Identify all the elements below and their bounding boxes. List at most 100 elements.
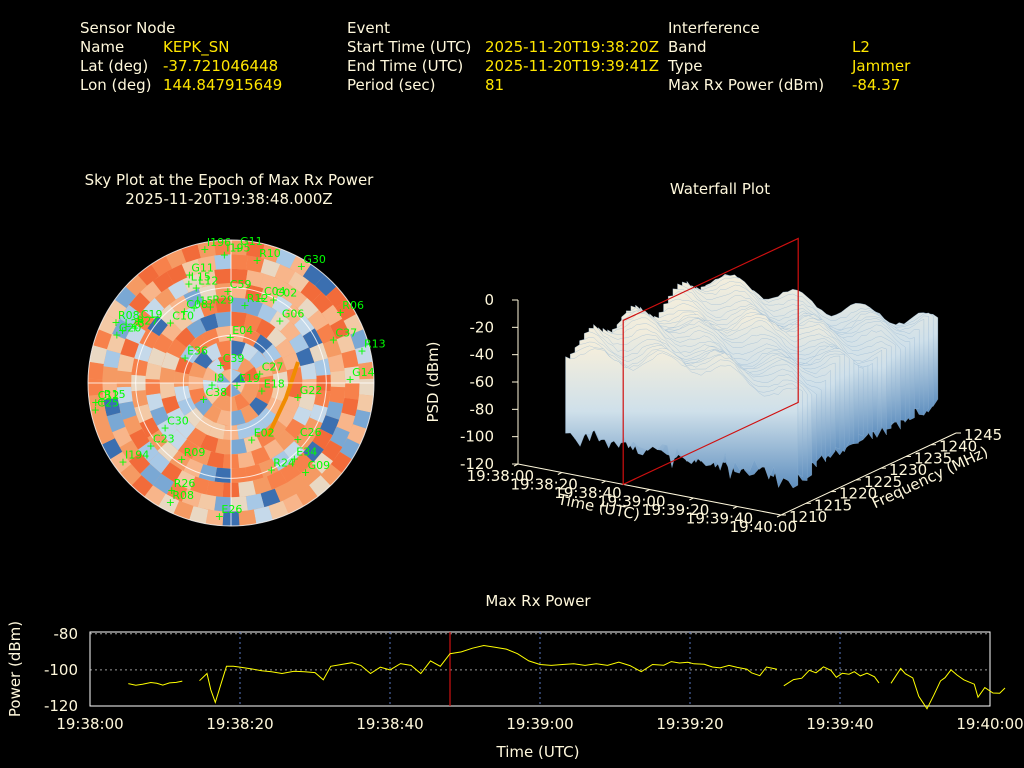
skyplot-sat-label: G30 — [303, 253, 326, 266]
skyplot-sat-label: C23 — [153, 433, 175, 446]
skyplot-cell — [302, 264, 325, 286]
skyplot-cell — [314, 390, 331, 408]
skyplot-cell — [197, 241, 216, 258]
skyplot-cell — [145, 362, 162, 380]
skyplot-cell — [335, 299, 357, 321]
skyplot-cell — [253, 506, 273, 524]
skyplot-sat-label: E04 — [232, 324, 253, 337]
waterfall-z-tick-label: -80 — [470, 400, 495, 418]
skyplot-cell — [120, 464, 142, 486]
skyplot-sat-label: C08 — [186, 298, 208, 311]
skyplot-sat-marker: + — [184, 278, 193, 291]
waterfall-time-tick-label: 19:39:00 — [598, 493, 665, 511]
skyplot-sat-label: C19 — [141, 308, 163, 321]
waterfall-z-tick-label: 0 — [484, 291, 494, 309]
skyplot-cell — [245, 464, 264, 482]
skyplot-cell — [296, 485, 318, 507]
skyplot-cell — [203, 404, 222, 424]
maxrx-x-label: Time (UTC) — [496, 743, 580, 761]
skyplot-sat-label: I15 — [196, 294, 213, 307]
skyplot-sat-marker: + — [345, 373, 354, 386]
skyplot-cell — [309, 342, 328, 362]
skyplot-cell — [182, 273, 203, 293]
skyplot-cell — [193, 397, 213, 416]
skyplot-sat-label: C37 — [335, 327, 357, 340]
skyplot-sat-marker: + — [301, 466, 310, 479]
skyplot-cell — [166, 407, 187, 428]
skyplot-cell — [261, 244, 281, 263]
skyplot-cell — [300, 463, 322, 486]
skyplot-cell — [171, 310, 193, 332]
skyplot-cell — [149, 406, 170, 426]
skyplot-cell — [147, 315, 168, 337]
skyplot-sat-marker: + — [166, 316, 175, 329]
skyplot-cell — [105, 299, 127, 321]
waterfall-frequency-tick-label: 1235 — [914, 449, 952, 467]
skyplot-cell — [300, 362, 317, 380]
skyplot-sat-label: E26 — [221, 503, 242, 516]
skyplot-sat-label: C59 — [230, 278, 252, 291]
skyplot-cell — [214, 240, 231, 256]
waterfall-time-tick-label: 19:40:00 — [730, 518, 797, 536]
skyplot-cell — [156, 418, 177, 440]
skyplot-cell — [240, 404, 259, 424]
skyplot-cell — [106, 412, 126, 433]
skyplot-cell — [294, 429, 315, 451]
skyplot-cell — [344, 366, 360, 383]
skyplot-cell — [110, 451, 132, 474]
skyplot-cell — [248, 416, 268, 436]
skyplot-cell — [152, 473, 174, 495]
skyplot-cell — [330, 318, 350, 340]
skyplot-cell — [268, 500, 289, 520]
skyplot-sat-label: R12 — [247, 292, 269, 305]
skyplot-cell — [177, 397, 196, 416]
skyplot-cell — [231, 383, 242, 398]
skyplot-sat-label: C39 — [223, 352, 245, 365]
skyplot-cell — [203, 342, 222, 362]
skyplot-sat-marker: + — [207, 379, 216, 392]
skyplot-cell — [352, 409, 371, 429]
skyplot-sat-marker: + — [189, 301, 198, 314]
skyplot-cell — [214, 254, 231, 270]
skyplot-sat-label: C02 — [276, 287, 298, 300]
skyplot-sat-label: R13 — [364, 337, 386, 350]
skyplot-cell — [119, 440, 141, 462]
skyplot-cell — [131, 358, 148, 376]
skyplot-cell — [231, 383, 246, 394]
skyplot-cell — [120, 338, 139, 358]
skyplot-cell — [231, 340, 246, 357]
skyplot-cell — [148, 452, 170, 474]
skyplot-sat-marker: + — [293, 433, 302, 446]
maxrx-x-tick-label: 19:38:40 — [356, 715, 423, 733]
event-start-value: 2025-11-20T19:38:20Z — [485, 38, 659, 56]
waterfall-title: Waterfall Plot — [669, 180, 771, 198]
skyplot-cell — [198, 284, 217, 302]
skyplot-cell — [178, 439, 199, 460]
skyplot-cell — [158, 493, 180, 514]
skyplot-cell — [286, 287, 308, 309]
skyplot-cell — [186, 427, 207, 448]
skyplot-cell — [358, 361, 374, 380]
skyplot-cell — [283, 441, 305, 462]
skyplot-cell — [91, 409, 110, 429]
skyplot-cell — [288, 473, 310, 495]
skyplot-cell — [205, 509, 224, 526]
skyplot-cell — [274, 264, 296, 284]
skyplot-cell — [216, 409, 231, 426]
skyplot-cell — [341, 397, 359, 417]
skyplot-cell — [128, 292, 151, 314]
maxrx-title: Max Rx Power — [485, 592, 591, 610]
sensor-lat-label: Lat (deg) — [80, 57, 149, 75]
skyplot-cell — [336, 412, 356, 433]
skyplot-cell — [231, 409, 246, 426]
skyplot-cell — [180, 344, 200, 364]
skyplot-sat-label: I194 — [125, 448, 149, 461]
skyplot-cell — [193, 350, 213, 369]
skyplot-cell — [157, 304, 179, 325]
skyplot-cell — [134, 342, 153, 362]
skyplot-cell — [327, 354, 345, 373]
skyplot-cell — [260, 258, 281, 278]
waterfall-z-label: PSD (dBm) — [424, 341, 442, 422]
skyplot-cell — [341, 349, 359, 369]
